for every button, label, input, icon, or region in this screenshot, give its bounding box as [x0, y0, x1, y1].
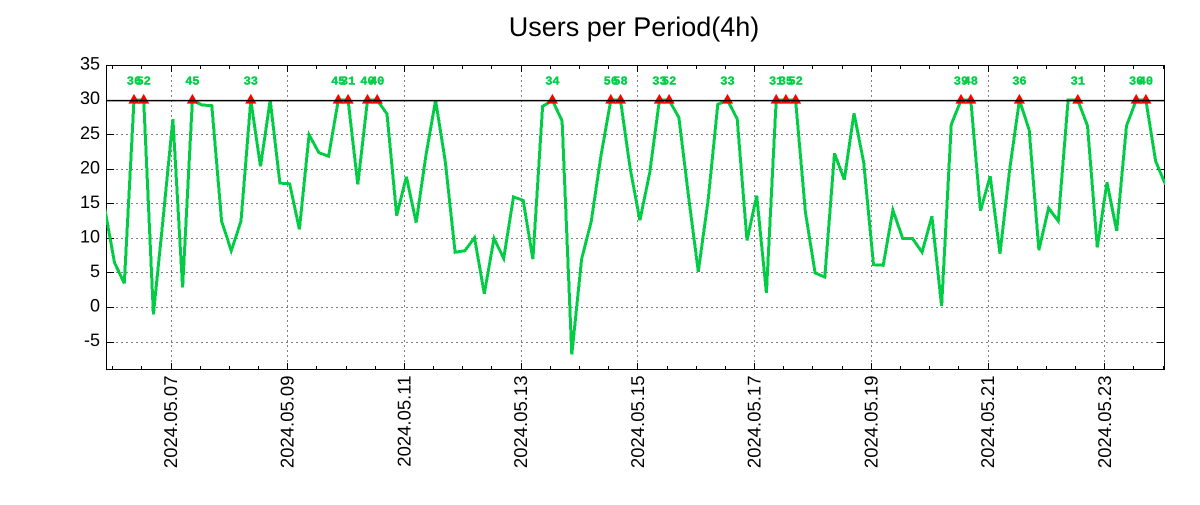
svg-text:-5: -5	[84, 330, 100, 350]
svg-text:48: 48	[964, 74, 978, 88]
svg-text:45: 45	[185, 74, 199, 88]
svg-text:35: 35	[80, 54, 100, 74]
svg-text:2024.05.17: 2024.05.17	[744, 376, 765, 469]
svg-text:52: 52	[788, 74, 802, 88]
svg-text:0: 0	[90, 296, 100, 316]
svg-text:31: 31	[1071, 74, 1085, 88]
svg-text:2024.05.09: 2024.05.09	[277, 376, 298, 469]
svg-text:25: 25	[80, 123, 100, 143]
svg-text:33: 33	[652, 74, 666, 88]
svg-text:Users per Period(4h): Users per Period(4h)	[509, 12, 760, 42]
svg-text:10: 10	[80, 226, 100, 246]
svg-text:33: 33	[244, 74, 258, 88]
svg-text:2024.05.15: 2024.05.15	[627, 376, 648, 469]
svg-text:36: 36	[127, 74, 141, 88]
svg-text:2024.05.19: 2024.05.19	[860, 376, 881, 469]
svg-text:40: 40	[360, 74, 374, 88]
svg-text:58: 58	[613, 74, 627, 88]
svg-text:2024.05.07: 2024.05.07	[160, 376, 181, 469]
svg-text:52: 52	[662, 74, 676, 88]
svg-text:52: 52	[136, 74, 150, 88]
svg-text:56: 56	[604, 74, 618, 88]
svg-text:31: 31	[769, 74, 783, 88]
svg-text:39: 39	[954, 74, 968, 88]
svg-text:36: 36	[1012, 74, 1026, 88]
svg-text:30: 30	[80, 88, 100, 108]
svg-text:5: 5	[90, 261, 100, 281]
svg-text:36: 36	[1129, 74, 1143, 88]
svg-text:34: 34	[545, 74, 559, 88]
svg-text:40: 40	[370, 74, 384, 88]
svg-text:2024.05.11: 2024.05.11	[393, 376, 414, 467]
svg-text:35: 35	[779, 74, 793, 88]
svg-text:2024.05.23: 2024.05.23	[1094, 376, 1115, 469]
svg-text:20: 20	[80, 157, 100, 177]
svg-text:40: 40	[1139, 74, 1153, 88]
svg-text:2024.05.13: 2024.05.13	[510, 376, 531, 469]
svg-text:33: 33	[720, 74, 734, 88]
svg-text:2024.05.21: 2024.05.21	[977, 376, 998, 469]
svg-text:45: 45	[331, 74, 345, 88]
svg-text:15: 15	[80, 192, 100, 212]
svg-text:31: 31	[341, 74, 355, 88]
